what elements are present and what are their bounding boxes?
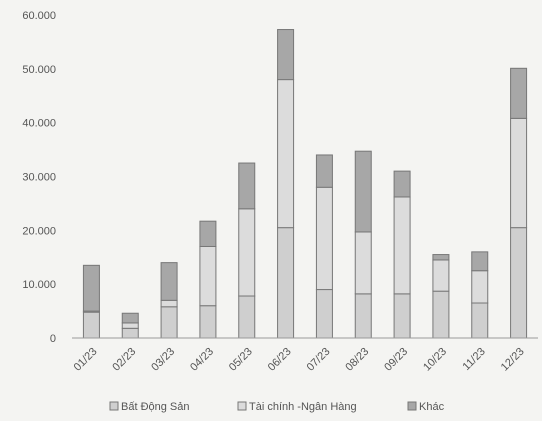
bar-segment-05-23-s0	[238, 295, 256, 339]
bar-segment-05-23-s2	[238, 162, 256, 210]
x-tick-label: 10/23	[421, 346, 449, 374]
bar-segment-12-23-s1	[510, 117, 528, 229]
y-tick-label: 30.000	[22, 172, 56, 184]
y-tick-label: 60.000	[22, 10, 56, 22]
y-tick-label: 50.000	[22, 64, 56, 76]
bar-segment-03-23-s2	[160, 262, 178, 301]
bar-segment-10-23-s2	[432, 254, 450, 261]
x-tick-label: 08/23	[343, 346, 371, 374]
legend-swatch	[109, 401, 119, 411]
x-tick-label: 01/23	[72, 346, 100, 374]
legend-swatch	[407, 401, 417, 411]
bar-segment-11-23-s1	[471, 270, 489, 304]
bar-segment-08-23-s2	[354, 150, 372, 233]
bar-segment-09-23-s0	[393, 293, 411, 339]
y-axis: 0 10.000 20.000 30.000 40.000 50.000 60.000	[22, 10, 56, 345]
bar-segment-11-23-s2	[471, 251, 489, 272]
x-tick-label: 05/23	[227, 346, 255, 374]
legend-label: Tài chính -Ngân Hàng	[249, 401, 357, 413]
x-tick-label: 04/23	[188, 346, 216, 374]
bar-segment-02-23-s2	[121, 312, 139, 324]
y-tick-label: 40.000	[22, 118, 56, 130]
x-tick-label: 11/23	[460, 346, 487, 373]
legend-swatch	[237, 401, 247, 411]
x-tick-label: 07/23	[305, 346, 333, 374]
bar-segment-03-23-s1	[160, 299, 178, 308]
x-axis: 01/23 02/23 03/23 04/23 05/23 06/23 07/23 08/23…	[72, 337, 538, 374]
bar-segment-06-23-s2	[277, 29, 295, 81]
bar-segment-09-23-s1	[393, 196, 411, 295]
y-tick-label: 20.000	[22, 225, 56, 237]
x-tick-label: 09/23	[382, 346, 410, 374]
legend-label: Khác	[419, 401, 445, 413]
bar-segment-10-23-s0	[432, 290, 450, 339]
legend: Bất Động Sản Tài chính -Ngân Hàng Khác	[109, 401, 445, 413]
bar-segment-11-23-s0	[471, 302, 489, 339]
legend-label: Bất Động Sản	[121, 401, 190, 413]
bar-segment-03-23-s0	[160, 306, 178, 339]
x-tick-label: 03/23	[149, 346, 177, 374]
x-tick-label: 06/23	[266, 346, 294, 374]
bar-segment-01-23-s2	[82, 264, 100, 312]
bar-segment-06-23-s1	[277, 79, 295, 229]
bars	[82, 29, 528, 339]
bar-segment-02-23-s1	[121, 322, 139, 329]
bar-segment-04-23-s2	[199, 220, 217, 247]
bar-segment-04-23-s1	[199, 245, 217, 307]
x-tick-label: 02/23	[110, 346, 138, 374]
bar-segment-12-23-s0	[510, 227, 528, 339]
bar-segment-07-23-s0	[315, 289, 333, 339]
bar-segment-02-23-s0	[121, 327, 139, 339]
x-tick-label: 12/23	[499, 346, 527, 374]
bar-segment-08-23-s0	[354, 293, 372, 339]
bar-segment-07-23-s2	[315, 154, 333, 188]
bar-segment-04-23-s0	[199, 305, 217, 339]
bar-segment-09-23-s2	[393, 170, 411, 198]
bar-segment-05-23-s1	[238, 208, 256, 297]
y-tick-label: 0	[50, 333, 56, 345]
bar-segment-08-23-s1	[354, 231, 372, 295]
bar-segment-06-23-s0	[277, 227, 295, 339]
bar-segment-10-23-s1	[432, 259, 450, 292]
bar-segment-12-23-s2	[510, 67, 528, 119]
bar-segment-01-23-s0	[82, 311, 100, 339]
y-tick-label: 10.000	[22, 279, 56, 291]
bar-segment-07-23-s1	[315, 186, 333, 291]
